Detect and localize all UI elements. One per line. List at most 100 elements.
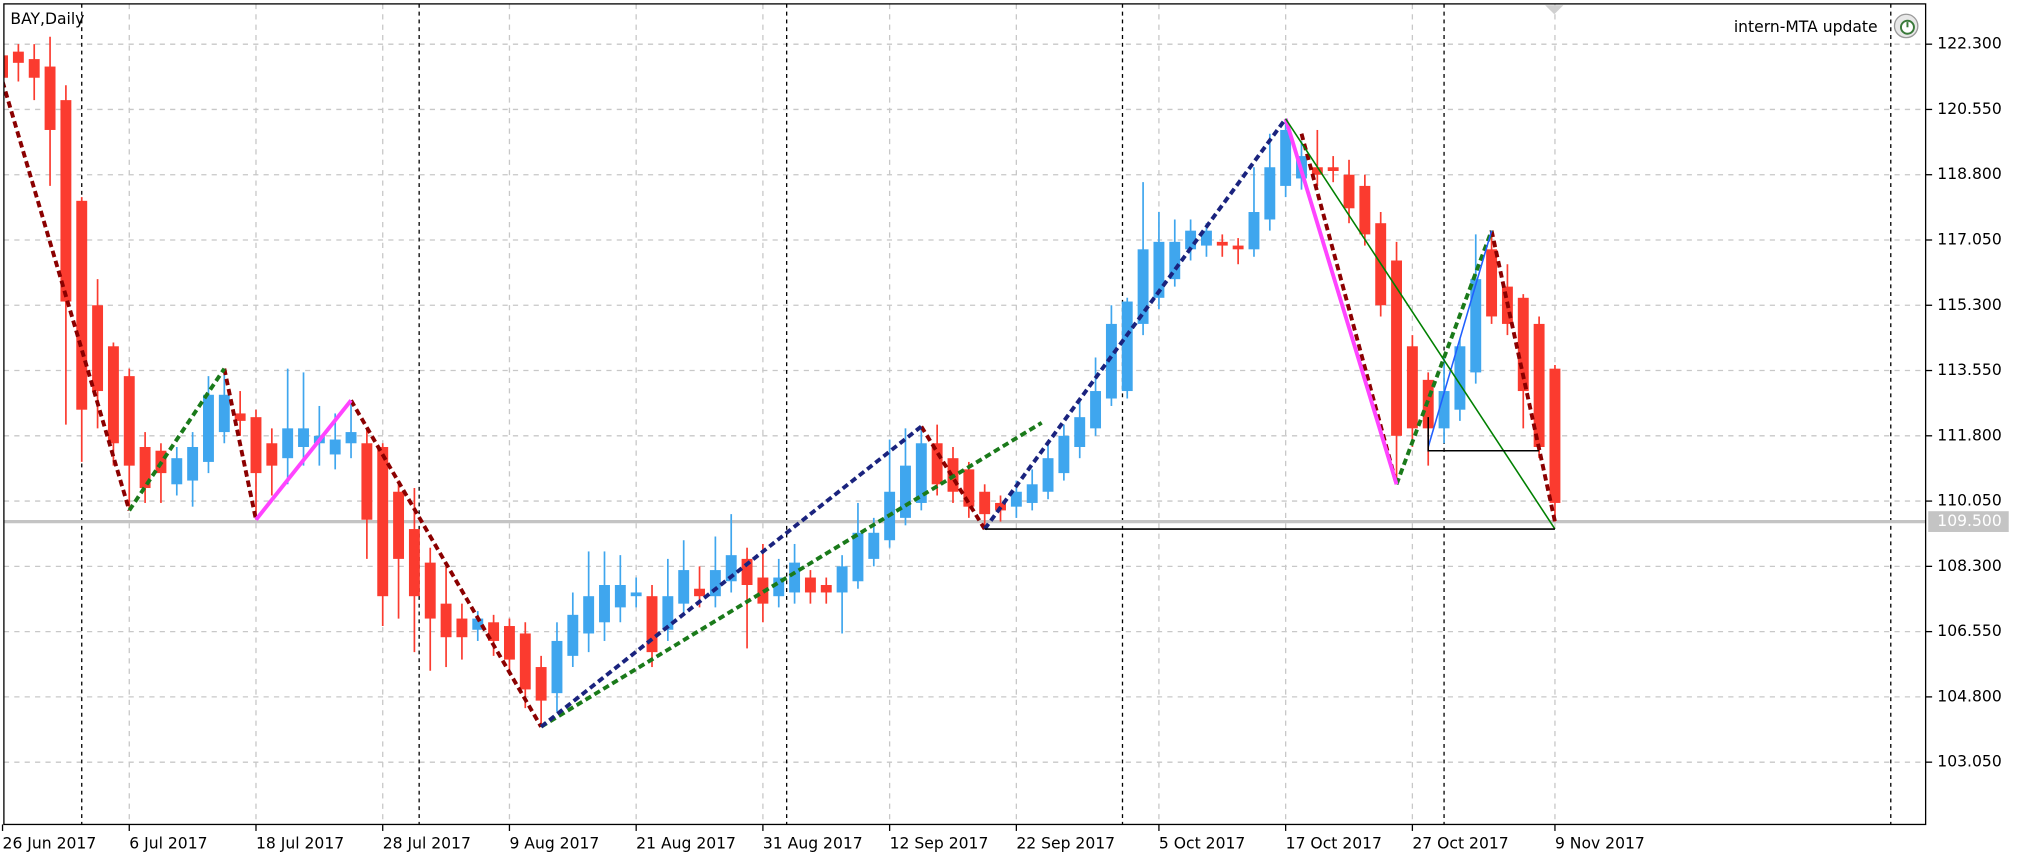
candle-body (1090, 391, 1102, 429)
candle-body (28, 59, 40, 78)
candle-body (900, 465, 911, 518)
candle-body (995, 502, 1006, 511)
candle-body (963, 469, 975, 507)
overlay-line (983, 117, 1288, 531)
candle-body (599, 584, 610, 623)
candle-body (1137, 249, 1149, 324)
candle-body (393, 491, 405, 559)
overlay-line (1394, 229, 1494, 485)
candle-body (1074, 417, 1086, 447)
candle-body (1121, 301, 1133, 392)
candle-body (139, 446, 151, 489)
candle-body (709, 570, 721, 597)
shift-marker (1545, 5, 1564, 15)
indicator-icon (1893, 13, 1919, 39)
y-tick-label: 108.300 (1937, 557, 2001, 575)
candle-body (488, 622, 500, 641)
candle-body (1248, 212, 1260, 250)
overlay-line (1427, 417, 1540, 452)
candle-body (1533, 323, 1545, 447)
indicator-label: intern-MTA update (1734, 18, 1878, 36)
candle-body (266, 443, 278, 466)
candle-body (1026, 484, 1038, 503)
overlay-line (254, 399, 353, 521)
candle-body (1264, 167, 1276, 220)
candle-body (187, 446, 199, 481)
x-tick-label: 6 Jul 2017 (129, 834, 207, 852)
candle-body (424, 562, 436, 619)
candle-body (1470, 279, 1482, 373)
candle-body (1359, 185, 1371, 235)
x-tick-label: 12 Sep 2017 (890, 834, 989, 852)
candle-body (472, 618, 484, 630)
candle-body (218, 394, 230, 433)
candle-body (76, 200, 88, 410)
candle-body (1042, 458, 1054, 492)
candle-body (1216, 241, 1228, 246)
candle-body (440, 603, 452, 638)
candle-body (456, 618, 468, 638)
candle-body (1343, 174, 1355, 209)
candle-body (820, 584, 832, 593)
x-tick-label: 22 Sep 2017 (1016, 834, 1115, 852)
candle-body (345, 432, 357, 444)
candle-body (1311, 167, 1323, 175)
candle-body (1169, 241, 1181, 280)
x-tick-label: 17 Oct 2017 (1286, 834, 1382, 852)
candle-body (92, 305, 104, 392)
y-tick-label: 118.800 (1937, 165, 2001, 183)
candle-body (1454, 346, 1466, 410)
axis-layer: 122.300 120.550 118.800 117.050 115.300 113.5… (1, 35, 2009, 852)
candle-body (1232, 245, 1244, 250)
candle-body (614, 584, 626, 608)
candle-body (583, 596, 595, 634)
candle-body (662, 596, 674, 630)
current-price-label: 109.500 (1937, 512, 2001, 530)
y-tick-label: 115.300 (1937, 296, 2001, 314)
y-tick-label: 113.550 (1937, 361, 2001, 379)
candle-body (646, 596, 658, 653)
candle-body (408, 529, 420, 597)
candle-body (377, 446, 389, 597)
overlay-line (1285, 118, 1556, 530)
current-price-box (1928, 511, 2009, 532)
y-tick-label: 106.550 (1937, 622, 2001, 640)
candle-body (773, 577, 785, 597)
candle-body (852, 532, 864, 582)
candle-body (567, 614, 579, 656)
x-tick-label: 5 Oct 2017 (1159, 834, 1245, 852)
y-tick-label: 111.800 (1937, 426, 2001, 444)
overlay-line (1283, 118, 1399, 485)
x-tick-label: 9 Aug 2017 (509, 834, 599, 852)
y-tick-label: 110.050 (1937, 492, 2001, 510)
candle-body (836, 566, 848, 593)
candle-body (1280, 129, 1292, 186)
grid-layer (3, 3, 1926, 825)
x-tick-label: 26 Jun 2017 (3, 834, 97, 852)
candle-body (1105, 323, 1117, 399)
candle-body (203, 394, 214, 462)
candle-body (171, 458, 183, 485)
overlay-line (1489, 230, 1557, 523)
overlay-line (539, 424, 923, 729)
candle-body (234, 413, 246, 421)
candle-body (123, 376, 135, 466)
plot-frame (3, 3, 1927, 826)
candle-body (1153, 241, 1165, 298)
x-tick-label: 28 Jul 2017 (383, 834, 471, 852)
candle-body (741, 558, 753, 585)
candle-body (678, 570, 690, 604)
candle-body (519, 633, 531, 690)
candle-body (1200, 230, 1212, 246)
overlay-line (349, 399, 543, 728)
candle-body (60, 100, 72, 302)
overlay-line (3, 80, 132, 511)
candle-body (694, 588, 705, 597)
candle-body (329, 439, 341, 455)
plot-layer (3, 36, 1561, 729)
candle-body (1010, 491, 1022, 507)
candle-body (1327, 167, 1339, 171)
